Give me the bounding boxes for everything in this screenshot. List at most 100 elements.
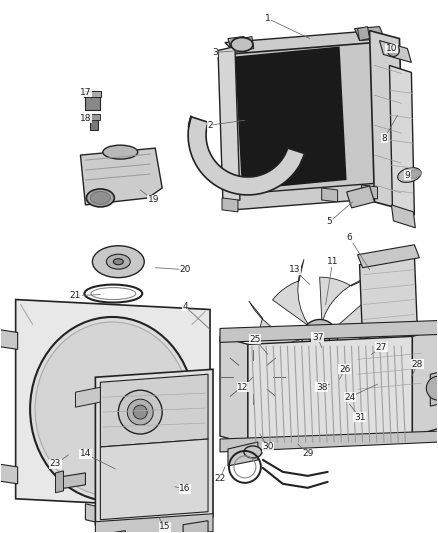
Polygon shape	[379, 41, 411, 62]
Text: 23: 23	[50, 459, 61, 469]
Ellipse shape	[113, 259, 124, 265]
Text: 12: 12	[237, 383, 249, 392]
Circle shape	[426, 376, 438, 400]
Text: 38: 38	[316, 383, 328, 392]
Polygon shape	[100, 531, 125, 533]
Polygon shape	[332, 300, 399, 340]
Polygon shape	[220, 336, 248, 444]
Ellipse shape	[408, 170, 421, 178]
Text: 26: 26	[339, 365, 350, 374]
Polygon shape	[218, 46, 240, 204]
Text: 5: 5	[327, 217, 332, 227]
Ellipse shape	[243, 369, 263, 385]
Polygon shape	[321, 188, 338, 202]
Ellipse shape	[244, 446, 262, 458]
Polygon shape	[225, 43, 381, 197]
Polygon shape	[225, 30, 385, 54]
Polygon shape	[0, 464, 18, 484]
Polygon shape	[88, 114, 100, 120]
Polygon shape	[85, 504, 115, 527]
Polygon shape	[225, 183, 388, 210]
Polygon shape	[95, 514, 213, 533]
Polygon shape	[242, 37, 254, 51]
Polygon shape	[155, 501, 185, 523]
Ellipse shape	[90, 191, 110, 205]
Polygon shape	[300, 352, 346, 415]
Circle shape	[302, 319, 338, 356]
Ellipse shape	[398, 167, 421, 182]
Text: 10: 10	[386, 44, 397, 53]
Ellipse shape	[231, 37, 253, 52]
Circle shape	[118, 390, 162, 434]
Polygon shape	[0, 329, 18, 349]
Polygon shape	[85, 91, 101, 98]
Ellipse shape	[30, 317, 194, 501]
Text: 16: 16	[179, 484, 191, 494]
Text: 6: 6	[347, 233, 353, 243]
Text: 25: 25	[249, 335, 261, 344]
Text: 17: 17	[80, 88, 91, 97]
Polygon shape	[413, 328, 438, 436]
Text: 28: 28	[412, 360, 423, 369]
Text: 2: 2	[207, 120, 213, 130]
Text: 4: 4	[182, 302, 188, 311]
Text: 27: 27	[376, 343, 387, 352]
Polygon shape	[220, 431, 438, 452]
Polygon shape	[389, 66, 414, 215]
Polygon shape	[228, 37, 248, 52]
Polygon shape	[272, 259, 310, 326]
Polygon shape	[248, 336, 413, 444]
Polygon shape	[100, 439, 208, 520]
Circle shape	[388, 45, 399, 56]
Ellipse shape	[92, 246, 144, 278]
Polygon shape	[75, 387, 100, 407]
Text: 9: 9	[405, 171, 410, 180]
Polygon shape	[56, 471, 64, 493]
Circle shape	[310, 327, 330, 348]
Text: 18: 18	[80, 114, 91, 123]
Ellipse shape	[86, 189, 114, 207]
Text: 13: 13	[289, 265, 300, 274]
Text: 15: 15	[159, 522, 171, 531]
Ellipse shape	[233, 360, 273, 394]
Text: 37: 37	[312, 333, 323, 342]
Circle shape	[127, 399, 153, 425]
Ellipse shape	[103, 145, 138, 159]
Ellipse shape	[220, 350, 285, 405]
Circle shape	[314, 333, 325, 342]
Polygon shape	[235, 46, 346, 190]
Polygon shape	[60, 473, 85, 489]
Text: 3: 3	[212, 48, 218, 57]
Polygon shape	[357, 245, 419, 268]
Polygon shape	[90, 118, 99, 130]
Polygon shape	[360, 255, 417, 340]
Polygon shape	[392, 205, 415, 228]
Text: 31: 31	[354, 413, 365, 422]
Circle shape	[133, 405, 147, 419]
Polygon shape	[100, 374, 208, 447]
Polygon shape	[249, 301, 305, 351]
Text: 1: 1	[265, 14, 271, 23]
Polygon shape	[430, 370, 438, 406]
Polygon shape	[320, 277, 371, 322]
Text: 8: 8	[381, 134, 387, 143]
Polygon shape	[357, 321, 419, 344]
Polygon shape	[361, 185, 378, 199]
Ellipse shape	[106, 254, 130, 269]
Polygon shape	[355, 337, 424, 411]
Polygon shape	[247, 350, 311, 392]
Ellipse shape	[35, 322, 190, 496]
Polygon shape	[228, 442, 258, 466]
Polygon shape	[355, 27, 385, 41]
Polygon shape	[360, 334, 381, 364]
Polygon shape	[357, 27, 370, 41]
Polygon shape	[334, 343, 378, 401]
Polygon shape	[370, 30, 404, 210]
Polygon shape	[346, 186, 374, 208]
Polygon shape	[222, 198, 238, 212]
Text: 14: 14	[80, 449, 91, 458]
Polygon shape	[16, 300, 210, 508]
Text: 30: 30	[262, 442, 274, 451]
Text: 21: 21	[70, 291, 81, 300]
Text: 22: 22	[214, 474, 226, 483]
